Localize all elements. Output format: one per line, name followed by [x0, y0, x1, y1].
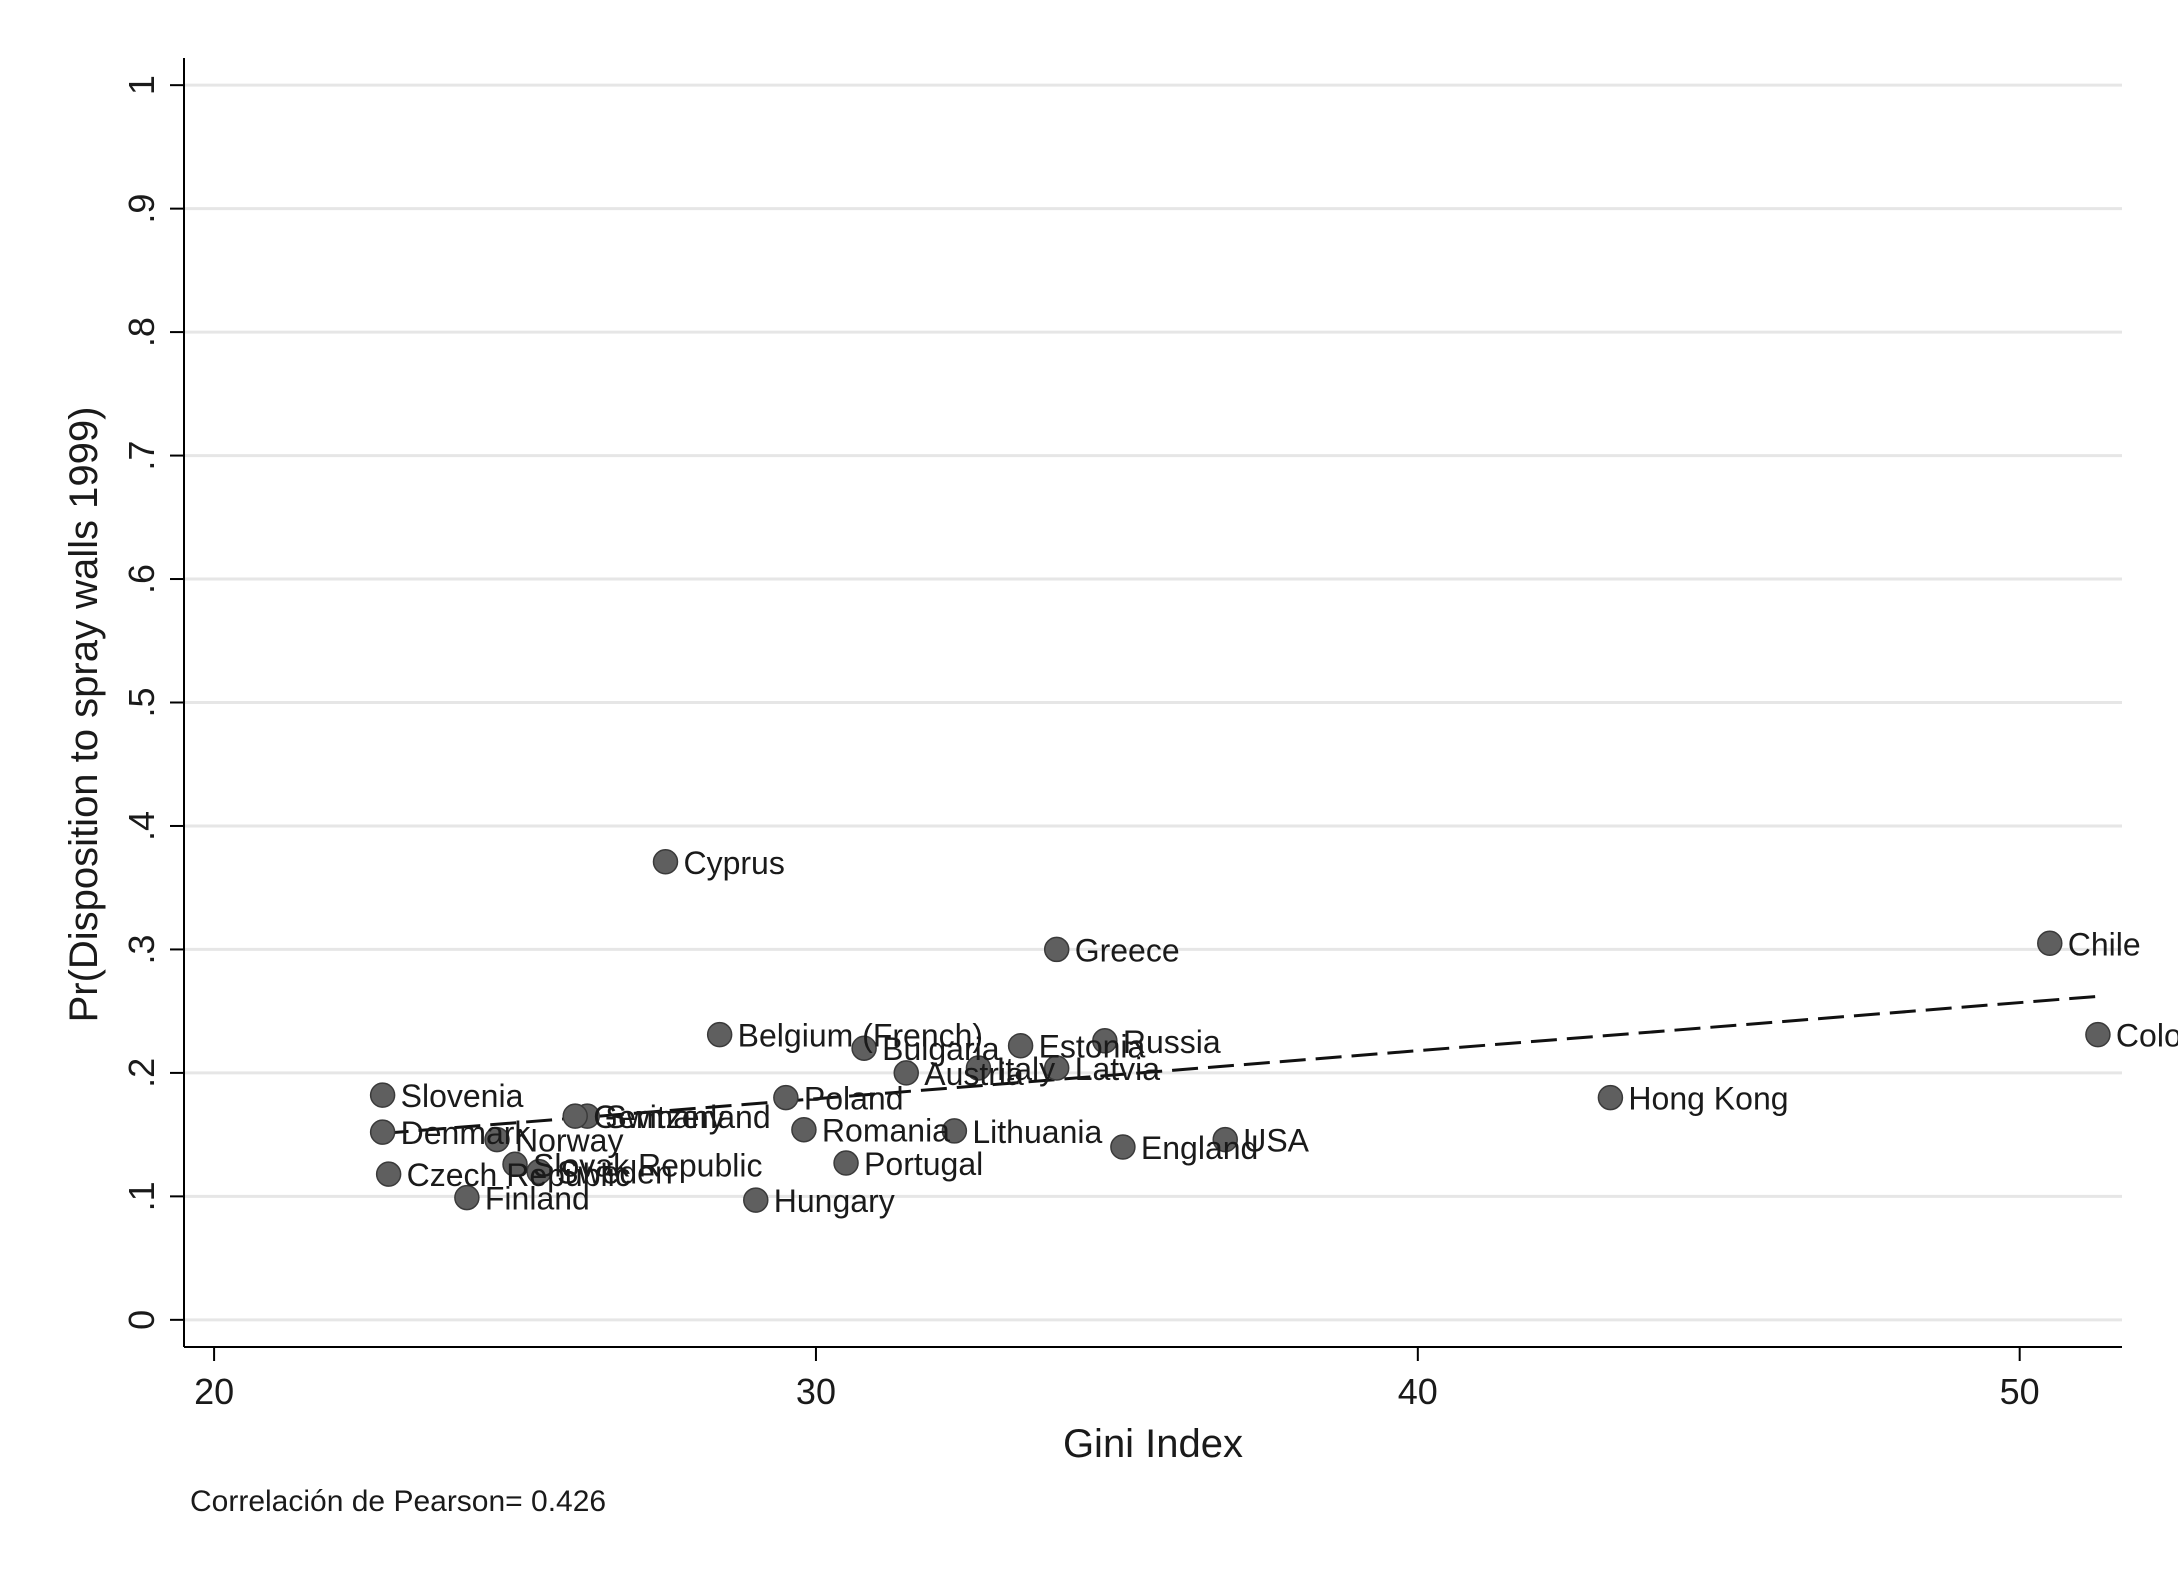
point-label: Hong Kong [1628, 1081, 1788, 1117]
y-tick-label: 0 [121, 1310, 162, 1330]
y-tick-label: 1 [121, 75, 162, 95]
data-points [369, 849, 2111, 1213]
tick-marks: 0 .1 .2 .3 .4 .5 .6 .7 .8 .9 1 20 30 40 50 [121, 75, 2040, 1412]
data-point [965, 1055, 992, 1081]
data-point [1110, 1134, 1136, 1160]
point-label: Portugal [864, 1146, 983, 1182]
y-tick-label: .2 [121, 1058, 162, 1088]
data-point [1007, 1032, 1034, 1059]
x-axis-title: Gini Index [1063, 1422, 1243, 1466]
point-label: England [1141, 1130, 1258, 1166]
data-point [526, 1158, 552, 1185]
y-axis-title: Pr(Disposition to spray walls 1999) [62, 407, 106, 1023]
point-label: Russia [1123, 1024, 1221, 1060]
point-label: Germany [593, 1099, 725, 1135]
data-point [2037, 930, 2063, 957]
point-label: USA [1243, 1123, 1309, 1159]
y-tick-label: .1 [121, 1181, 162, 1211]
data-point [652, 849, 679, 875]
gridlines [184, 83, 2122, 1322]
point-label: Czech Republic [407, 1157, 631, 1193]
x-tick-label: 50 [2000, 1371, 2040, 1412]
data-point [1043, 1055, 1070, 1081]
data-point [484, 1126, 510, 1153]
point-label: Sweden [557, 1155, 673, 1191]
data-point [791, 1116, 817, 1143]
pearson-note: Correlación de Pearson= 0.426 [190, 1485, 606, 1518]
point-label: Austria [924, 1056, 1024, 1092]
point-label: Slovenia [401, 1078, 524, 1114]
point-labels: Cyprus Greece Chile Colo Belgium (French)Bul… [401, 845, 2178, 1219]
data-point [1043, 936, 1070, 963]
data-point [369, 1119, 396, 1145]
point-label: Estonia [1039, 1029, 1146, 1065]
data-point [502, 1151, 528, 1178]
point-label: Lithuania [972, 1114, 1102, 1150]
x-tick-label: 20 [194, 1371, 234, 1412]
data-point [773, 1084, 799, 1111]
point-label: Greece [1075, 932, 1180, 968]
data-point [369, 1082, 396, 1108]
point-label: Romania [822, 1113, 950, 1149]
point-label: Denmark [401, 1115, 532, 1151]
y-tick-label: .4 [121, 811, 162, 841]
y-tick-label: .5 [121, 687, 162, 717]
data-point [1212, 1126, 1238, 1153]
point-label: Switzerland [605, 1099, 770, 1135]
data-point [1092, 1028, 1118, 1054]
data-point [375, 1161, 402, 1187]
data-point [941, 1118, 968, 1144]
point-label: Latvia [1075, 1051, 1161, 1087]
point-label: Poland [804, 1081, 904, 1117]
y-tick-label: .9 [121, 194, 162, 224]
data-point [454, 1184, 480, 1211]
y-tick-label: .8 [121, 317, 162, 347]
data-point [743, 1187, 769, 1213]
y-tick-label: .7 [121, 441, 162, 471]
point-label: Cyprus [683, 845, 784, 881]
data-point [706, 1021, 733, 1048]
point-label: Slovak Republic [533, 1147, 762, 1183]
x-tick-label: 40 [1398, 1371, 1438, 1412]
point-label: Belgium (French) [738, 1018, 983, 1054]
data-point [1597, 1084, 1624, 1111]
point-label: Italy [996, 1051, 1055, 1087]
data-point [562, 1103, 588, 1129]
data-point [833, 1150, 859, 1176]
point-label: Finland [485, 1181, 590, 1217]
data-point [893, 1060, 919, 1086]
data-point [2085, 1021, 2111, 1048]
point-label: Hungary [774, 1183, 895, 1219]
data-point [851, 1035, 877, 1061]
y-tick-label: .6 [121, 564, 162, 594]
point-label: Colo [2116, 1018, 2178, 1054]
x-tick-label: 30 [796, 1371, 836, 1412]
point-label: Bulgaria [882, 1031, 1000, 1067]
point-label: Norway [515, 1123, 623, 1159]
y-tick-label: .3 [121, 934, 162, 964]
point-label: Chile [2068, 926, 2141, 962]
